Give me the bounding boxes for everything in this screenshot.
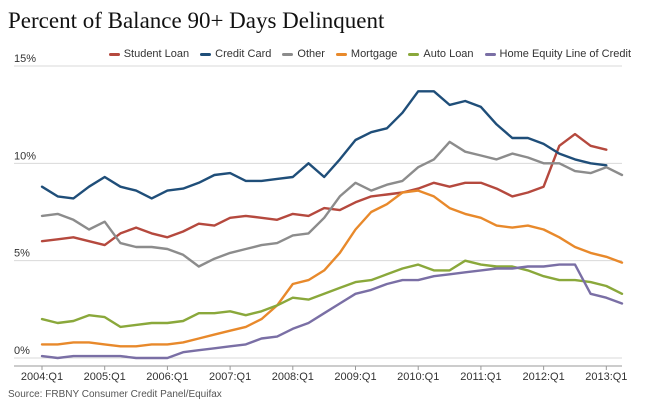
legend-item-mortgage: Mortgage [335, 48, 398, 60]
legend-label: Home Equity Line of Credit [499, 48, 631, 60]
y-tick-label: 10% [14, 150, 36, 162]
legend-swatch [408, 52, 420, 56]
legend-swatch [282, 52, 294, 56]
legend-label: Student Loan [123, 48, 190, 60]
x-tick-label: 2010:Q1 [397, 371, 439, 383]
series-line-credit-card [40, 90, 608, 200]
legend-swatch [484, 52, 496, 56]
legend-label: Other [297, 48, 325, 60]
legend-swatch [335, 52, 347, 56]
x-tick-label: 2012:Q1 [523, 371, 565, 383]
chart-title: Percent of Balance 90+ Days Delinquent [8, 8, 385, 33]
y-tick-label: 0% [14, 345, 30, 357]
x-tick-label: 2009:Q1 [334, 371, 376, 383]
series-line-student-loan [40, 132, 608, 247]
x-tick-label: 2011:Q1 [460, 371, 501, 383]
x-tick-label: 2013:Q1 [585, 371, 627, 383]
series-line-home-equity-line-of-credit [40, 263, 624, 360]
legend-item-credit-card: Credit Card [200, 48, 271, 60]
x-tick-label: 2004:Q1 [21, 371, 63, 383]
x-tick-label: 2008:Q1 [272, 371, 314, 383]
series-line-mortgage [40, 189, 624, 348]
y-tick-label: 5% [14, 248, 30, 260]
legend-swatch [108, 52, 120, 56]
series-line-auto-loan [40, 259, 624, 329]
x-tick-label: 2005:Q1 [84, 371, 126, 383]
x-tick-label: 2006:Q1 [146, 371, 188, 383]
series-line-other [40, 140, 624, 268]
legend-item-auto-loan: Auto Loan [408, 48, 474, 60]
legend-label: Credit Card [215, 48, 272, 60]
legend-label: Auto Loan [423, 48, 474, 60]
y-tick-label: 15% [14, 53, 36, 65]
legend: Student Loan Credit Card Other Mortgage Auto… [108, 48, 631, 60]
legend-label: Mortgage [350, 48, 398, 60]
legend-item-student-loan: Student Loan [108, 48, 190, 60]
source-note: Source: FRBNY Consumer Credit Panel/Equi… [8, 389, 222, 400]
legend-swatch [200, 52, 212, 56]
legend-item-home-equity-line-of-credit: Home Equity Line of Credit [484, 48, 631, 60]
legend-item-other: Other [282, 48, 325, 60]
x-tick-label: 2007:Q1 [209, 371, 251, 383]
